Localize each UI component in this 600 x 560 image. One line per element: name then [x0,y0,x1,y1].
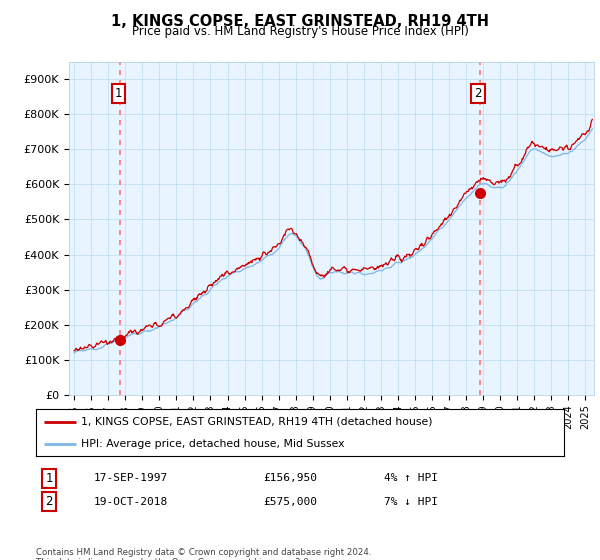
Text: Contains HM Land Registry data © Crown copyright and database right 2024.
This d: Contains HM Land Registry data © Crown c… [36,548,371,560]
Text: 1: 1 [115,87,122,100]
Text: 2: 2 [46,496,53,508]
Text: HPI: Average price, detached house, Mid Sussex: HPI: Average price, detached house, Mid … [81,438,344,449]
Text: 7% ↓ HPI: 7% ↓ HPI [385,497,439,507]
Text: Price paid vs. HM Land Registry's House Price Index (HPI): Price paid vs. HM Land Registry's House … [131,25,469,38]
Text: £575,000: £575,000 [263,497,317,507]
Text: 1: 1 [46,472,53,484]
Text: 17-SEP-1997: 17-SEP-1997 [94,473,169,483]
Text: 1, KINGS COPSE, EAST GRINSTEAD, RH19 4TH: 1, KINGS COPSE, EAST GRINSTEAD, RH19 4TH [111,14,489,29]
Text: £156,950: £156,950 [263,473,317,483]
Text: 19-OCT-2018: 19-OCT-2018 [94,497,169,507]
Text: 4% ↑ HPI: 4% ↑ HPI [385,473,439,483]
Text: 1, KINGS COPSE, EAST GRINSTEAD, RH19 4TH (detached house): 1, KINGS COPSE, EAST GRINSTEAD, RH19 4TH… [81,417,433,427]
Text: 2: 2 [475,87,482,100]
